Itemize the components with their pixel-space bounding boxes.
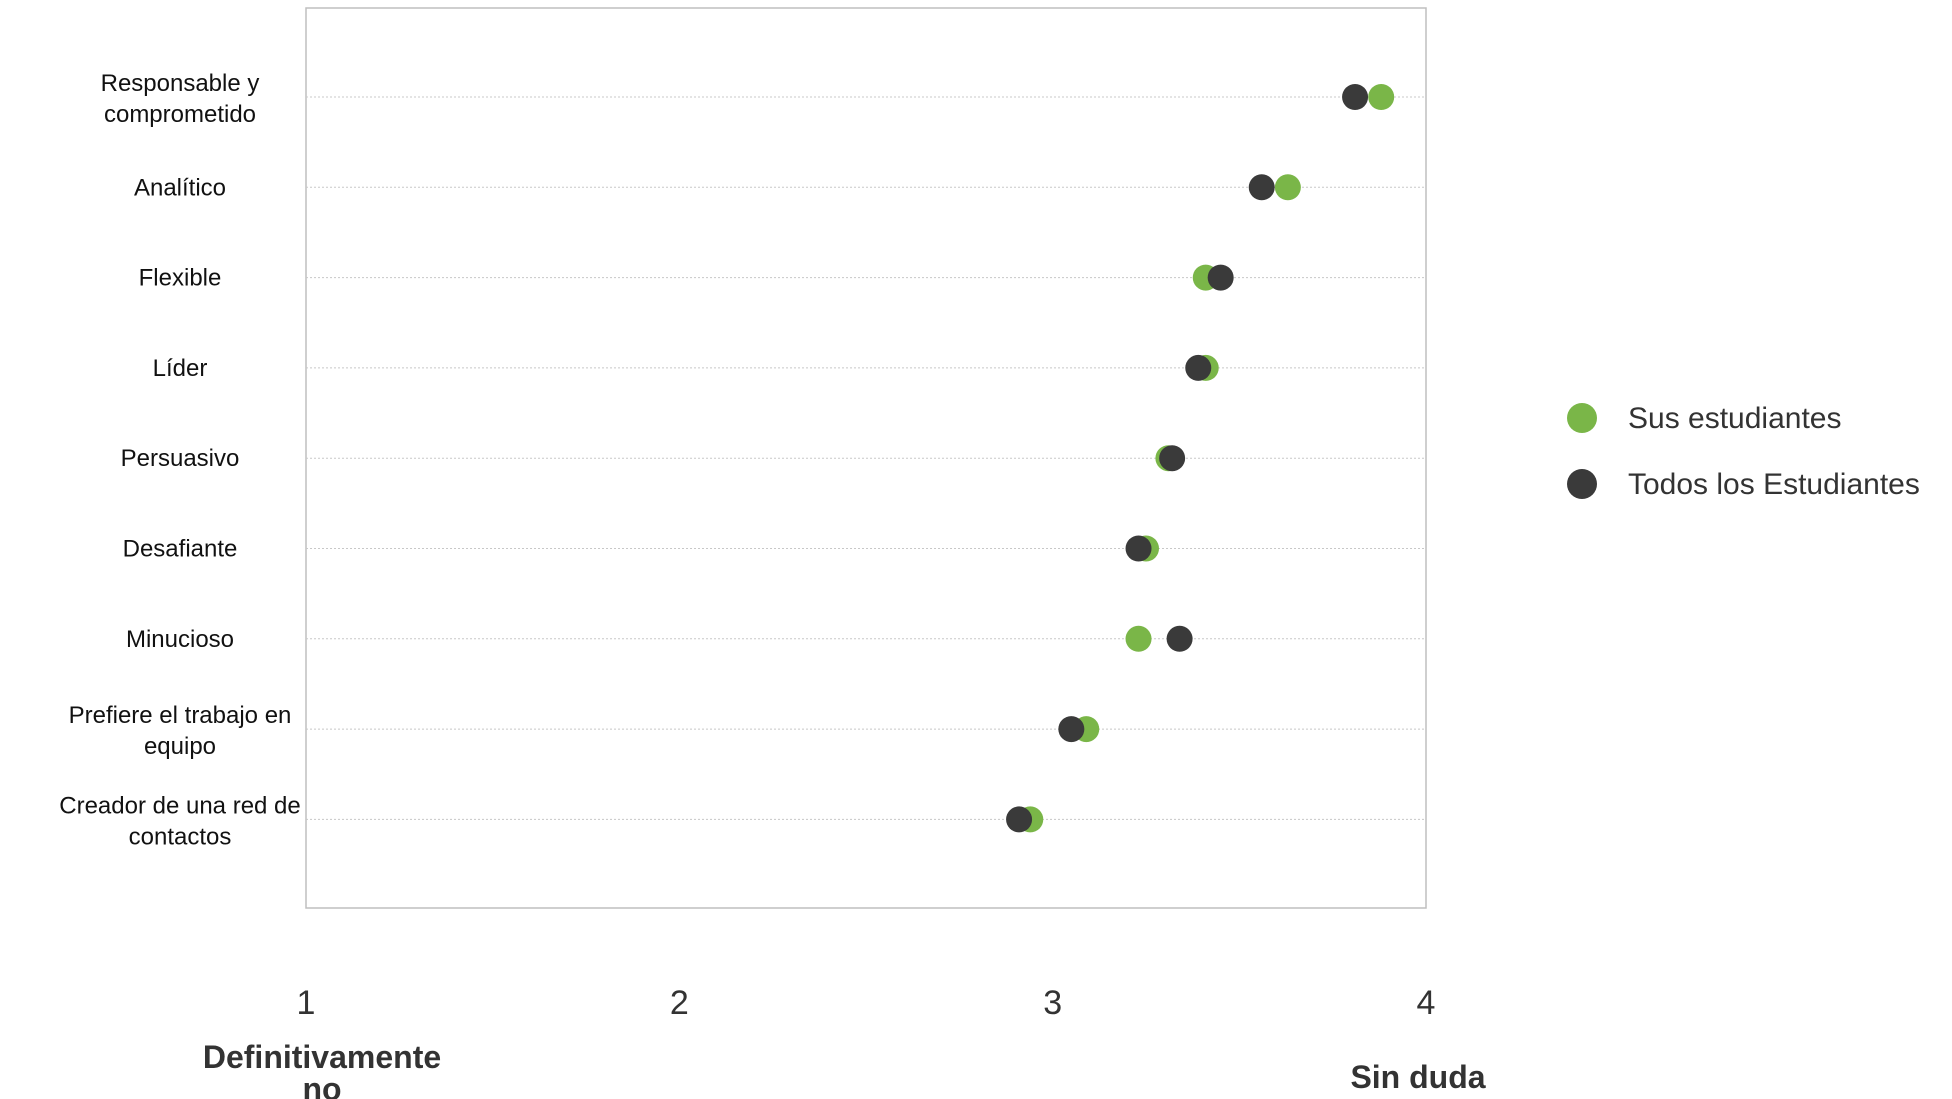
point-sus-estudiantes bbox=[1274, 174, 1301, 201]
category-label: Creador de una red de contactos bbox=[59, 792, 301, 850]
point-todos-los-estudiantes bbox=[1342, 84, 1369, 110]
point-todos-los-estudiantes bbox=[1185, 354, 1212, 381]
point-todos-los-estudiantes bbox=[1248, 174, 1275, 201]
gridlines bbox=[306, 96, 1426, 820]
x-axis-anchor-labels: Definitivamente no Sin duda bbox=[203, 1039, 1486, 1099]
category-label-line: Flexible bbox=[139, 265, 222, 292]
category-label-line: Analítico bbox=[134, 174, 226, 201]
x-tick-label: 3 bbox=[1043, 984, 1062, 1022]
point-todos-los-estudiantes bbox=[1207, 264, 1234, 291]
category-label: Persuasivo bbox=[121, 445, 240, 472]
category-label: Líder bbox=[153, 355, 208, 382]
category-label-line: Desafiante bbox=[123, 536, 238, 563]
point-todos-los-estudiantes bbox=[1166, 625, 1193, 652]
category-label: Desafiante bbox=[123, 536, 238, 563]
x-tick-label: 2 bbox=[670, 984, 689, 1022]
category-label-line: Creador de una red de bbox=[59, 792, 301, 819]
category-label: Analítico bbox=[134, 174, 226, 201]
category-label-line: Responsable y bbox=[101, 70, 260, 97]
legend-label: Todos los Estudiantes bbox=[1628, 468, 1920, 501]
point-todos-los-estudiantes bbox=[1006, 806, 1033, 833]
x-anchor-low-line: no bbox=[302, 1071, 341, 1099]
x-anchor-high-label: Sin duda bbox=[1350, 1059, 1485, 1095]
point-todos-los-estudiantes bbox=[1125, 535, 1152, 562]
x-axis-ticks: 1 2 3 4 bbox=[297, 984, 1436, 1022]
category-labels: Responsable y comprometido Analítico Flexib… bbox=[59, 70, 301, 850]
category-label-line: contactos bbox=[129, 823, 232, 850]
category-label: Flexible bbox=[139, 265, 222, 292]
category-label-line: equipo bbox=[144, 733, 216, 760]
legend-marker bbox=[1567, 403, 1597, 433]
data-points bbox=[1006, 84, 1395, 833]
category-label-line: Líder bbox=[153, 355, 208, 382]
legend-label: Sus estudiantes bbox=[1628, 402, 1841, 435]
category-label: Responsable y comprometido bbox=[101, 70, 260, 128]
category-label-line: Minucioso bbox=[126, 626, 234, 653]
x-tick-label: 4 bbox=[1417, 984, 1436, 1022]
x-tick-label: 1 bbox=[297, 984, 316, 1022]
x-anchor-low-label: Definitivamente no bbox=[203, 1039, 441, 1099]
category-label: Prefiere el trabajo en equipo bbox=[69, 702, 292, 760]
point-sus-estudiantes bbox=[1125, 625, 1152, 652]
category-label-line: Persuasivo bbox=[121, 445, 240, 472]
point-sus-estudiantes bbox=[1368, 84, 1395, 110]
category-label-line: comprometido bbox=[104, 101, 256, 128]
point-todos-los-estudiantes bbox=[1159, 445, 1186, 472]
point-todos-los-estudiantes bbox=[1058, 716, 1085, 743]
x-anchor-high-line: Sin duda bbox=[1350, 1059, 1485, 1095]
category-label-line: Prefiere el trabajo en bbox=[69, 702, 292, 729]
category-label: Minucioso bbox=[126, 626, 234, 653]
x-anchor-low-line: Definitivamente bbox=[203, 1039, 441, 1075]
legend-marker bbox=[1567, 469, 1597, 499]
legend: Sus estudiantes Todos los Estudiantes bbox=[1567, 402, 1920, 501]
